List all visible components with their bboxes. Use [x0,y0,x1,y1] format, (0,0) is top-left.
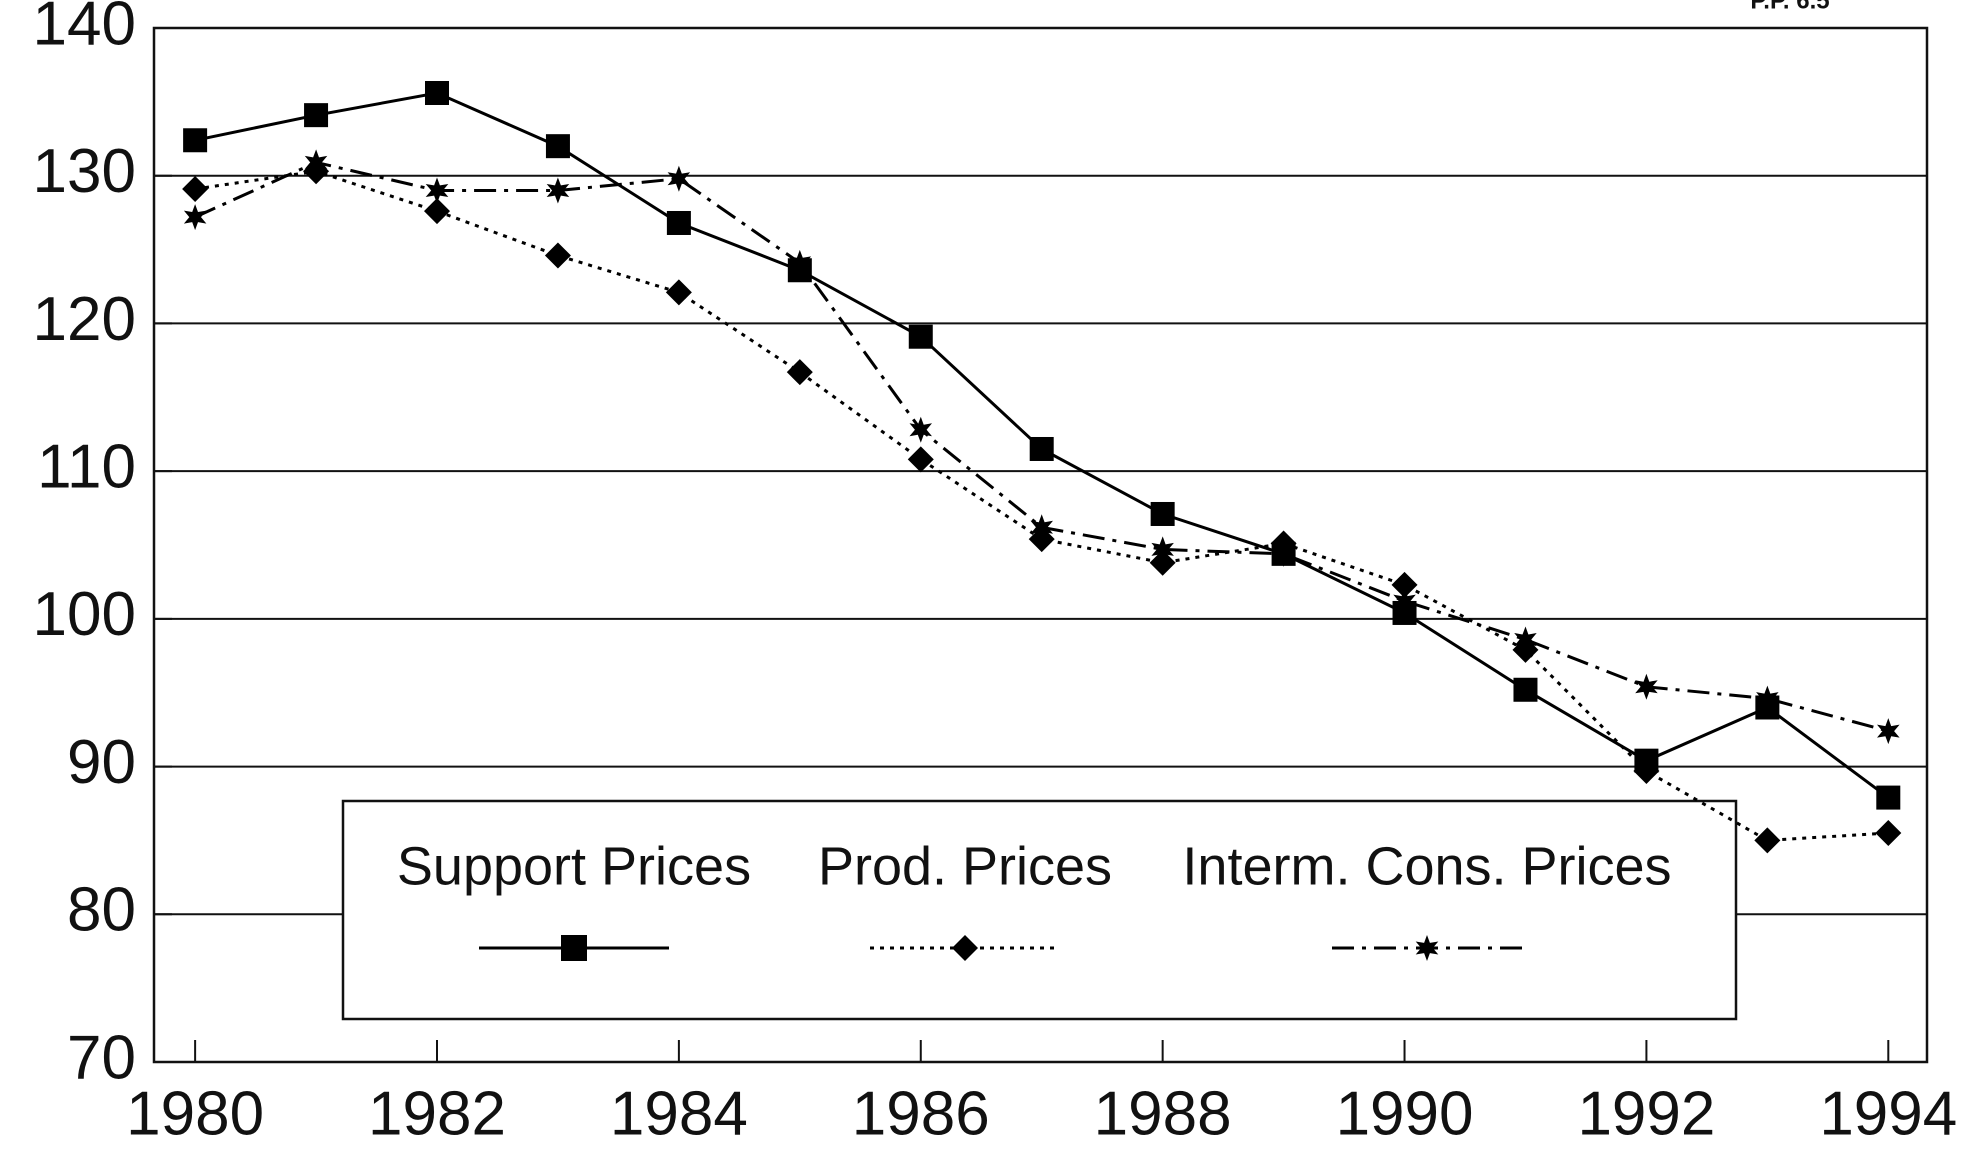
legend [341,799,1738,1021]
y-tick-label: 90 [67,728,136,797]
legend-marker [952,935,978,961]
marker [1149,549,1176,576]
annotation: P.P. 6.5 [1750,0,1829,14]
marker [1877,718,1900,745]
marker [1391,571,1418,598]
x-tick-label: 1988 [1094,1079,1232,1148]
y-tick-label: 110 [37,433,136,502]
marker [1029,436,1054,461]
marker [1513,677,1538,702]
x-tick-label: 1986 [852,1079,990,1148]
y-tick-label: 80 [67,876,136,945]
marker [424,198,451,225]
plot-frame [152,26,1929,1064]
marker [546,177,570,204]
x-tick-label: 1992 [1577,1079,1715,1148]
marker [907,446,934,473]
y-tick-label: 120 [33,285,136,354]
marker [425,80,450,105]
marker [908,324,933,349]
marker [1514,626,1537,653]
marker [545,134,570,159]
x-tick-label: 1980 [126,1079,264,1148]
x-tick-label: 1982 [368,1079,506,1148]
marker [1393,588,1416,615]
marker [1633,758,1660,785]
marker [909,416,932,443]
marker [788,249,812,276]
marker [1756,685,1779,712]
y-tick-label: 130 [33,137,136,206]
marker [667,165,691,192]
marker [1876,785,1901,810]
marker [1151,536,1174,563]
marker [425,177,449,204]
marker [666,210,691,235]
x-tick-label: 1984 [610,1079,748,1148]
marker [665,279,692,306]
legend-label: Interm. Cons. Prices [1182,836,1671,896]
marker [1030,514,1053,541]
marker [1150,501,1175,526]
marker [183,128,208,153]
marker [183,204,207,231]
marker [1875,820,1902,847]
legend-marker [1415,935,1439,961]
series-line [194,169,1889,842]
marker [1272,540,1295,567]
marker [544,242,571,269]
marker [182,176,209,203]
legend-marker [561,935,587,961]
y-tick-label: 100 [33,580,136,649]
marker [1754,827,1781,854]
y-tick-label: 140 [33,0,136,58]
x-tick-label: 1990 [1336,1079,1474,1148]
legend-label: Prod. Prices [818,836,1112,896]
x-tick-label: 1994 [1819,1079,1957,1148]
marker [786,359,813,386]
marker [304,149,328,176]
marker [304,103,329,128]
marker [1635,673,1658,700]
y-tick-label: 70 [67,1023,136,1092]
legend-label: Support Prices [397,836,751,896]
